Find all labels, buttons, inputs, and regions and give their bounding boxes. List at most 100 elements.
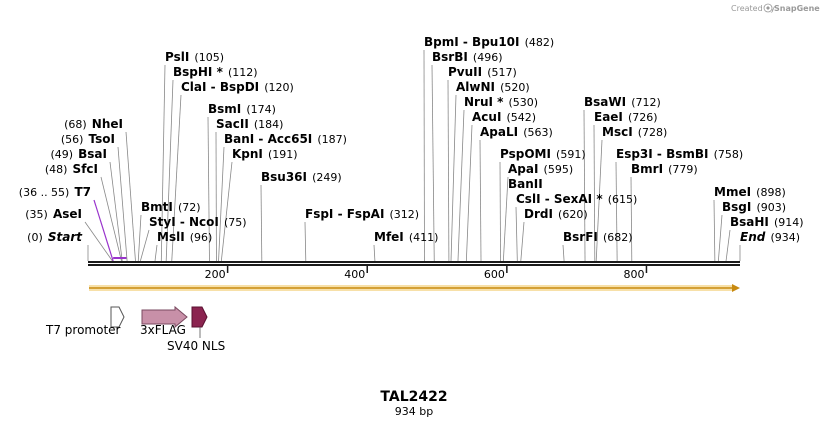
site-position: (312)	[390, 208, 420, 221]
site-label-apai[interactable]: ApaI (595)	[508, 158, 573, 177]
site-position: (174)	[246, 103, 276, 116]
site-label-drdi[interactable]: DrdI (620)	[524, 203, 588, 222]
site-label-banii[interactable]: BanII	[508, 177, 543, 191]
site-name: Bsu36I	[261, 170, 307, 184]
leader-bmti	[137, 214, 142, 262]
site-label-end[interactable]: End (934)	[740, 226, 800, 245]
leader-pvuii	[447, 79, 450, 262]
leader-bsu36i	[260, 184, 263, 262]
site-label-clai-bspdi[interactable]: ClaI - BspDI (120)	[181, 76, 294, 95]
site-label-bsmi[interactable]: BsmI (174)	[208, 98, 276, 117]
site-label-nrui[interactable]: NruI * (530)	[464, 91, 538, 110]
leader-clai-bspdi	[171, 94, 182, 262]
site-name: PslI	[165, 50, 189, 64]
site-position: (482)	[525, 36, 555, 49]
site-label-pspomi[interactable]: PspOMI (591)	[500, 143, 586, 162]
site-position: (563)	[523, 126, 553, 139]
site-position: (758)	[714, 148, 744, 161]
site-label-mmei[interactable]: MmeI (898)	[714, 181, 786, 200]
site-position: (249)	[312, 171, 342, 184]
site-label-esp3i-bsmbi[interactable]: Esp3I - BsmBI (758)	[616, 143, 743, 162]
site-label-fspi-fspai[interactable]: FspI - FspAI (312)	[305, 203, 419, 222]
site-label-csli-sexai[interactable]: CslI - SexAI * (615)	[516, 188, 637, 207]
site-name: MscI	[602, 125, 633, 139]
site-position: (712)	[631, 96, 661, 109]
credit-brand: SnapGene	[774, 4, 820, 13]
site-label-acui[interactable]: AcuI (542)	[472, 106, 536, 125]
site-name: DrdI	[524, 207, 553, 221]
site-label-apali[interactable]: ApaLI (563)	[480, 121, 553, 140]
site-name: ApaI	[508, 162, 538, 176]
site-label-bsahi[interactable]: BsaHI (914)	[730, 211, 804, 230]
site-name: BsaI	[78, 147, 107, 161]
site-label-styi-ncoi[interactable]: StyI - NcoI (75)	[149, 211, 247, 230]
leader-mfei	[373, 244, 376, 262]
site-label-bsgi[interactable]: BsgI (903)	[722, 196, 786, 215]
site-label-asei[interactable]: (35) AseI	[25, 203, 82, 222]
leader-drdi	[520, 221, 525, 262]
site-label-bani-acc65i[interactable]: BanI - Acc65I (187)	[224, 128, 347, 147]
site-label-sfci[interactable]: (48) SfcI	[45, 158, 98, 177]
leader-fspi-fspai	[304, 221, 307, 262]
site-label-eaei[interactable]: EaeI (726)	[594, 106, 658, 125]
tick-label-200: 200	[205, 268, 226, 281]
site-label-mfei[interactable]: MfeI (411)	[374, 226, 438, 245]
site-label-nhei[interactable]: (68) NheI	[64, 113, 123, 132]
features: T7 promoter 3xFLAG SV40 NLS	[45, 305, 225, 353]
site-label-bsrbi[interactable]: BsrBI (496)	[432, 46, 503, 65]
leader-t7	[93, 199, 114, 262]
leader-styi-ncoi	[139, 229, 150, 262]
site-position: (48)	[45, 163, 68, 176]
site-label-msli[interactable]: MslI (96)	[157, 226, 212, 245]
site-name: PspOMI	[500, 147, 551, 161]
site-label-msci[interactable]: MscI (728)	[602, 121, 667, 140]
site-position: (112)	[228, 66, 258, 79]
leader-bsai	[109, 161, 123, 262]
site-label-bmri[interactable]: BmrI (779)	[631, 158, 698, 177]
orf-arrow[interactable]	[89, 284, 740, 292]
site-label-bpmi-bpu10i[interactable]: BpmI - Bpu10I (482)	[424, 31, 554, 50]
tick-label-800: 800	[623, 268, 644, 281]
site-name: NruI *	[464, 95, 504, 109]
site-label-tsoi[interactable]: (56) TsoI	[61, 128, 115, 147]
site-position: (620)	[558, 208, 588, 221]
leader-sfci	[100, 176, 122, 262]
leader-eaei	[593, 124, 596, 262]
leader-nhei	[125, 131, 136, 262]
site-label-kpni[interactable]: KpnI (191)	[232, 143, 298, 162]
site-label-bmti[interactable]: BmtI (72)	[141, 196, 201, 215]
site-label-bsawi[interactable]: BsaWI (712)	[584, 91, 661, 110]
site-label-start[interactable]: (0) Start	[27, 226, 83, 245]
site-label-t7[interactable]: (36 .. 55) T7	[19, 181, 91, 200]
site-position: (934)	[770, 231, 800, 244]
site-name: MmeI	[714, 185, 751, 199]
feature-sv40-nls-arrow[interactable]	[191, 306, 208, 328]
site-name: BanII	[508, 177, 543, 191]
site-label-bsai[interactable]: (49) BsaI	[50, 143, 107, 162]
site-position: (184)	[254, 118, 284, 131]
feature-3xflag-arrow[interactable]	[141, 305, 188, 329]
site-name: AseI	[53, 207, 82, 221]
site-label-sacii[interactable]: SacII (184)	[216, 113, 283, 132]
site-name: PvuII	[448, 65, 482, 79]
site-position: (0)	[27, 231, 43, 244]
leader-bsmi	[207, 116, 210, 262]
site-label-bsphi[interactable]: BspHI * (112)	[173, 61, 258, 80]
site-label-psli[interactable]: PslI (105)	[165, 46, 224, 65]
site-label-bsu36i[interactable]: Bsu36I (249)	[261, 166, 342, 185]
leader-alwni	[450, 94, 457, 262]
site-label-alwni[interactable]: AlwNI (520)	[456, 76, 530, 95]
site-name: BsmI	[208, 102, 241, 116]
snapgene-logo-icon	[763, 3, 773, 13]
plasmid-length: 934 bp	[395, 405, 433, 418]
site-label-bsrfi[interactable]: BsrFI (682)	[563, 226, 633, 245]
site-label-pvuii[interactable]: PvuII (517)	[448, 61, 517, 80]
leader-apai	[502, 176, 509, 262]
site-position: (914)	[774, 216, 804, 229]
site-name: KpnI	[232, 147, 263, 161]
site-name: FspI - FspAI	[305, 207, 384, 221]
site-name: SacII	[216, 117, 249, 131]
feature-t7-promoter-arrow[interactable]	[110, 306, 125, 328]
site-position: (411)	[409, 231, 439, 244]
